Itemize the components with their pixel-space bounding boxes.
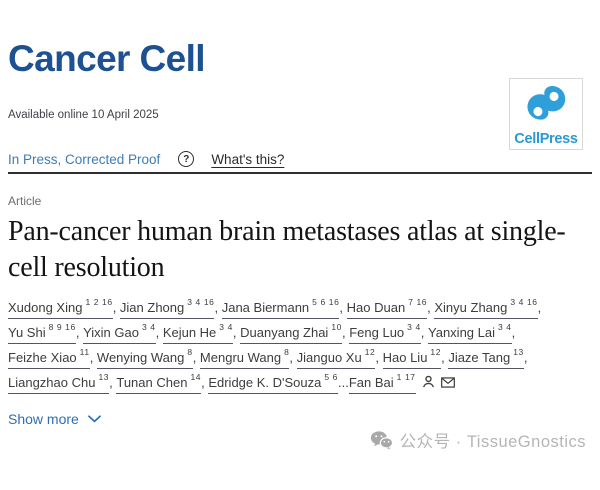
author-separator: , [341, 324, 350, 340]
author-separator: , [155, 324, 163, 340]
article-type-label: Article [8, 194, 42, 208]
author-link[interactable]: Fan Bai 1 17 [348, 373, 416, 394]
help-icon[interactable]: ? [178, 151, 195, 167]
author-list: Xudong Xing 1 2 16, Jian Zhong 3 4 16, Jan… [8, 298, 592, 394]
author-link[interactable]: Tunan Chen 14 [116, 373, 202, 394]
help-icon-glyph: ? [183, 153, 190, 165]
author-separator: , [201, 374, 209, 390]
wechat-icon [370, 431, 393, 450]
envelope-icon[interactable] [440, 375, 455, 393]
author-separator: ... [338, 374, 349, 390]
journal-title: Cancer Cell [8, 38, 206, 79]
cellpress-logo-text: CellPress [514, 131, 578, 147]
author-separator: , [339, 299, 347, 315]
watermark: 公众号 · TissueGnostics [370, 428, 586, 452]
cellpress-swirl-icon [527, 86, 566, 120]
author-link[interactable]: Hao Liu 12 [382, 348, 442, 369]
author-separator: , [523, 349, 528, 365]
author-separator: , [537, 299, 542, 315]
author-line: Feizhe Xiao 11, Wenying Wang 8, Mengru Wan… [8, 348, 592, 369]
author-separator: , [420, 324, 429, 340]
author-link[interactable]: Liangzhao Chu 13 [8, 373, 110, 394]
author-separator: , [289, 349, 297, 365]
author-link[interactable]: Xudong Xing 1 2 16 [8, 298, 113, 319]
show-more-button[interactable]: Show more [8, 411, 101, 427]
author-link[interactable]: Yu Shi 8 9 16 [8, 323, 76, 344]
article-title: Pan-cancer human brain metastases atlas … [8, 216, 566, 284]
author-link[interactable]: Feng Luo 3 4 [349, 323, 421, 344]
author-link[interactable]: Hao Duan 7 16 [346, 298, 428, 319]
author-line: Yu Shi 8 9 16, Yixin Gao 3 4, Kejun He 3 4,… [8, 323, 592, 344]
author-separator: , [441, 349, 449, 365]
person-icon[interactable] [422, 375, 435, 393]
author-link[interactable]: Wenying Wang 8 [96, 348, 193, 369]
author-link[interactable]: Yanxing Lai 3 4 [428, 323, 512, 344]
author-link[interactable]: Jianguo Xu 12 [296, 348, 376, 369]
author-link[interactable]: Jana Biermann 5 6 16 [221, 298, 340, 319]
author-separator: , [375, 349, 383, 365]
chevron-down-icon [87, 415, 101, 423]
author-line: Xudong Xing 1 2 16, Jian Zhong 3 4 16, Jan… [8, 298, 592, 319]
author-separator: , [112, 299, 120, 315]
author-separator: , [109, 374, 117, 390]
status-bar: In Press, Corrected Proof ? What's this? [8, 151, 592, 167]
header-divider [8, 172, 592, 174]
author-separator: , [427, 299, 435, 315]
whats-this-link[interactable]: What's this? [211, 151, 285, 167]
author-link[interactable]: Jian Zhong 3 4 16 [119, 298, 215, 319]
author-separator: , [232, 324, 241, 340]
author-separator: , [192, 349, 200, 365]
author-link[interactable]: Feizhe Xiao 11 [8, 348, 90, 369]
cellpress-logo[interactable]: CellPress [509, 78, 583, 150]
author-separator: , [511, 324, 516, 340]
available-online-date: Available online 10 April 2025 [8, 109, 159, 121]
in-press-status-link[interactable]: In Press, Corrected Proof [8, 151, 161, 167]
author-link[interactable]: Jiaze Tang 13 [448, 348, 524, 369]
author-link[interactable]: Duanyang Zhai 10 [240, 323, 342, 344]
watermark-text: 公众号 · TissueGnostics [399, 433, 586, 451]
show-more-label: Show more [8, 410, 79, 427]
author-link[interactable]: Edridge K. D'Souza 5 6 [208, 373, 338, 394]
article-landing-page: Cancer Cell CellPress Available online 1… [0, 40, 600, 490]
author-link[interactable]: Mengru Wang 8 [199, 348, 290, 369]
author-line: Liangzhao Chu 13, Tunan Chen 14, Edridge K… [8, 373, 592, 394]
author-separator: , [214, 299, 222, 315]
author-separator: , [89, 349, 97, 365]
author-link[interactable]: Yixin Gao 3 4 [83, 323, 156, 344]
author-link[interactable]: Kejun He 3 4 [162, 323, 233, 344]
author-separator: , [75, 324, 84, 340]
author-link[interactable]: Xinyu Zhang 3 4 16 [434, 298, 538, 319]
